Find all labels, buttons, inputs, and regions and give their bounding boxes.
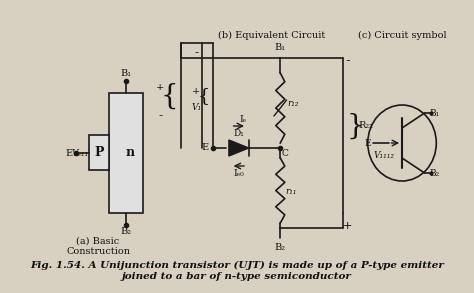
Text: E: E (202, 144, 209, 152)
Text: -: - (346, 54, 350, 68)
Text: B₂: B₂ (275, 243, 286, 253)
Text: Iₑ₀: Iₑ₀ (233, 168, 244, 178)
Text: Iₑ: Iₑ (240, 115, 247, 125)
Text: B₂: B₂ (429, 168, 439, 178)
Text: D₁: D₁ (233, 130, 244, 139)
Text: (c) Circuit symbol: (c) Circuit symbol (358, 30, 447, 40)
Text: Vₑ₁₁: Vₑ₁₁ (72, 149, 89, 158)
Text: {: { (161, 83, 178, 110)
Text: {: { (198, 87, 210, 105)
Text: r₁₂: r₁₂ (287, 98, 299, 108)
FancyBboxPatch shape (109, 93, 143, 213)
Text: V₁₁₁₂: V₁₁₁₂ (374, 151, 394, 161)
FancyBboxPatch shape (89, 135, 109, 170)
Text: E: E (365, 139, 371, 147)
Text: -: - (194, 47, 199, 59)
Text: B₁: B₁ (429, 108, 439, 117)
Text: n: n (125, 146, 134, 159)
Text: B₁: B₁ (120, 69, 132, 78)
Text: -: - (158, 110, 163, 122)
Text: +: + (192, 86, 201, 96)
Text: C: C (282, 149, 288, 158)
Text: (a) Basic
Construction: (a) Basic Construction (66, 236, 130, 256)
Text: V₁: V₁ (191, 103, 201, 113)
Polygon shape (229, 140, 249, 156)
Text: B₁: B₁ (275, 43, 286, 52)
Text: Fig. 1.54. A Unijunction transistor (UJT) is made up of a P-type emitter
joined : Fig. 1.54. A Unijunction transistor (UJT… (30, 261, 444, 281)
Text: E: E (66, 149, 73, 158)
Text: B₂: B₂ (120, 226, 132, 236)
Text: r₁₁: r₁₁ (285, 187, 297, 195)
Text: +: + (156, 84, 164, 93)
Text: P: P (94, 146, 104, 159)
Text: R₂₂: R₂₂ (358, 122, 374, 130)
Text: +: + (343, 221, 353, 231)
Text: }: } (346, 113, 364, 139)
Text: (b) Equivalent Circuit: (b) Equivalent Circuit (218, 30, 325, 40)
